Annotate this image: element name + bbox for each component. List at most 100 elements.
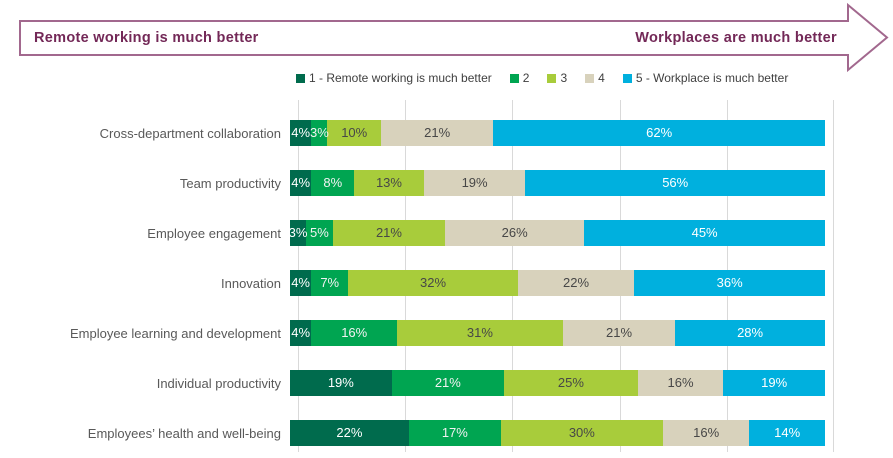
category-label: Individual productivity — [156, 375, 281, 391]
bar-segment-value: 26% — [501, 225, 528, 240]
bar-segment-2: 21% — [391, 370, 504, 396]
bar-segment-5: 19% — [723, 370, 825, 396]
bar-segment-value: 19% — [761, 375, 788, 390]
bar-segment-3: 13% — [354, 170, 424, 196]
bar-segment-2: 5% — [306, 220, 333, 246]
bar-segment-value: 56% — [662, 175, 689, 190]
bar-segment-3: 25% — [504, 370, 638, 396]
legend-item-4: 4 — [585, 71, 605, 85]
category-label: Team productivity — [179, 175, 281, 191]
bar-segment-value: 19% — [327, 375, 354, 390]
chart-row: Team productivity 4% 8% 13% 19% 56% — [0, 158, 825, 208]
category-label: Cross-department collaboration — [99, 125, 281, 141]
chart-legend: 1 - Remote working is much better 2 3 4 5 - … — [296, 71, 788, 85]
bar-segment-value: 21% — [375, 225, 402, 240]
bar-segment-1: 3% — [288, 220, 308, 246]
banner-left-label: Remote working is much better — [34, 30, 259, 46]
bar-segment-value: 16% — [693, 425, 720, 440]
bar-segment-1: 4% — [290, 270, 312, 296]
bar-segment-4: 26% — [445, 220, 585, 246]
bar-segment-value: 16% — [667, 375, 694, 390]
stacked-bar: 19% 21% 25% 16% 19% — [290, 370, 825, 396]
chart-row: Innovation 4% 7% 32% 22% 36% — [0, 258, 825, 308]
arrow-banner-outline — [19, 2, 889, 73]
bar-segment-3: 21% — [332, 220, 446, 246]
legend-item-label: 4 — [598, 71, 605, 85]
bar-segment-value: 3% — [288, 225, 308, 240]
bar-segment-value: 22% — [563, 275, 590, 290]
legend-item-5: 5 - Workplace is much better — [622, 71, 789, 85]
bar-segment-value: 32% — [420, 275, 447, 290]
chart-rows: Cross-department collaboration 4% 3% 10% 21%… — [0, 108, 826, 458]
bar-segment-value: 22% — [336, 425, 363, 440]
bar-segment-2: 17% — [408, 420, 501, 446]
legend-item-label: 3 — [560, 71, 568, 85]
bar-segment-value: 30% — [568, 425, 595, 440]
bar-segment-3: 10% — [327, 120, 381, 146]
bar-segment-2: 3% — [310, 120, 329, 146]
bar-segment-5: 45% — [584, 220, 825, 246]
stacked-bar: 4% 8% 13% 19% 56% — [290, 170, 825, 196]
bar-segment-value: 17% — [441, 425, 468, 440]
bar-segment-value: 7% — [320, 275, 340, 290]
bar-segment-5: 36% — [634, 270, 825, 296]
stacked-bar: 22% 17% 30% 16% 14% — [290, 420, 826, 446]
arrow-banner-shape — [19, 2, 889, 73]
bar-segment-4: 21% — [380, 120, 494, 146]
gridline-100 — [833, 100, 834, 452]
category-label: Employee engagement — [147, 225, 281, 241]
bar-segment-2: 16% — [311, 320, 397, 346]
bar-segment-4: 19% — [423, 170, 526, 196]
bar-segment-1: 4% — [290, 320, 312, 346]
bar-segment-value: 36% — [716, 275, 743, 290]
bar-segment-value: 4% — [291, 175, 311, 190]
bar-segment-value: 8% — [323, 175, 343, 190]
bar-segment-5: 28% — [675, 320, 825, 346]
legend-item-label: 2 — [522, 71, 530, 85]
bar-segment-value: 4% — [291, 325, 311, 340]
bar-segment-5: 56% — [525, 170, 825, 196]
bar-segment-2: 7% — [311, 270, 349, 296]
legend-swatch-icon — [547, 73, 557, 83]
bar-segment-1: 4% — [290, 120, 312, 146]
bar-segment-value: 21% — [434, 375, 461, 390]
legend-swatch-icon — [585, 73, 595, 83]
chart-row: Individual productivity 19% 21% 25% 16% 19% — [0, 358, 825, 408]
bar-segment-4: 22% — [517, 270, 635, 296]
bar-segment-value: 16% — [341, 325, 368, 340]
legend-swatch-icon — [622, 73, 632, 83]
bar-segment-1: 19% — [290, 370, 392, 396]
bar-segment-5: 14% — [749, 420, 826, 446]
bar-segment-3: 32% — [348, 270, 518, 296]
legend-item-label: 5 - Workplace is much better — [635, 71, 789, 85]
stacked-bar: 4% 7% 32% 22% 36% — [290, 270, 825, 296]
bar-segment-value: 21% — [606, 325, 633, 340]
stacked-bar: 4% 16% 31% 21% 28% — [290, 320, 825, 346]
bar-segment-value: 31% — [466, 325, 493, 340]
chart-row: Employee learning and development 4% 16% 31… — [0, 308, 825, 358]
bar-segment-value: 21% — [424, 125, 451, 140]
bar-segment-value: 4% — [291, 125, 311, 140]
chart-row: Cross-department collaboration 4% 3% 10% 21%… — [0, 108, 825, 158]
legend-swatch-icon — [509, 73, 519, 83]
bar-segment-2: 8% — [311, 170, 355, 196]
bar-segment-5: 62% — [493, 120, 825, 146]
chart-row: Employees’ health and well-being 22% 17% 30… — [0, 408, 826, 458]
category-label: Employee learning and development — [69, 325, 281, 341]
bar-segment-1: 22% — [290, 420, 409, 446]
bar-segment-3: 31% — [397, 320, 563, 346]
chart-row: Employee engagement 3% 5% 21% 26% 45% — [0, 208, 825, 258]
bar-segment-value: 5% — [310, 225, 329, 240]
bar-segment-value: 4% — [291, 275, 310, 290]
bar-segment-value: 19% — [461, 175, 488, 190]
bar-segment-value: 28% — [737, 325, 764, 340]
bar-segment-value: 14% — [774, 425, 801, 440]
bar-segment-value: 3% — [310, 125, 329, 140]
bar-segment-value: 10% — [341, 125, 368, 140]
bar-segment-1: 4% — [290, 170, 312, 196]
stacked-bar: 3% 5% 21% 26% 45% — [288, 220, 825, 246]
legend-swatch-icon — [296, 73, 305, 83]
bar-segment-4: 16% — [637, 370, 724, 396]
legend-item-3: 3 — [547, 71, 567, 85]
banner-right-label: Workplaces are much better — [635, 30, 837, 46]
